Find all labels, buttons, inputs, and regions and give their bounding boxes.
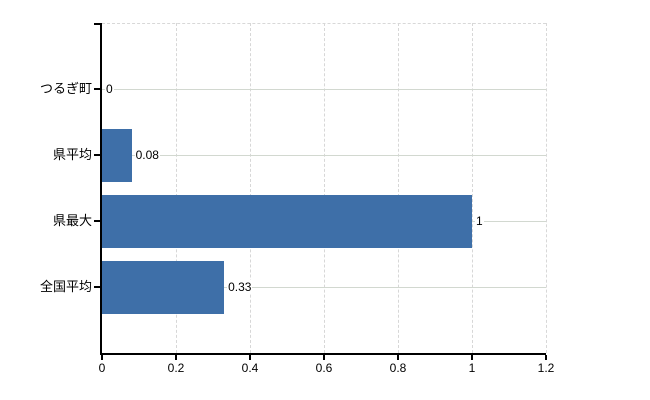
bar-value-label: 1 — [475, 214, 484, 228]
x-axis-tick — [101, 354, 103, 360]
y-axis-tick — [94, 88, 100, 90]
y-axis-line — [100, 23, 102, 353]
x-axis-line — [100, 353, 546, 355]
bar — [102, 194, 472, 248]
y-axis-tick — [94, 286, 100, 288]
x-axis-tick-label: 0.2 — [167, 361, 185, 375]
horizontal-gridline — [102, 88, 546, 90]
vertical-gridline — [324, 23, 325, 353]
vertical-gridline — [176, 23, 177, 353]
x-axis-tick-label: 0 — [98, 361, 106, 375]
x-axis-tick-label: 1 — [468, 361, 476, 375]
x-axis-tick — [323, 354, 325, 360]
y-axis-tick — [94, 23, 100, 25]
x-axis-tick — [471, 354, 473, 360]
y-axis-category-label: 県最大 — [52, 213, 92, 228]
plot-right-border — [546, 23, 547, 353]
y-axis-tick — [94, 220, 100, 222]
vertical-gridline — [250, 23, 251, 353]
x-axis-tick — [397, 354, 399, 360]
bar-value-label: 0.08 — [134, 148, 160, 162]
x-axis-tick-label: 0.4 — [241, 361, 259, 375]
x-axis-tick-label: 1.2 — [537, 361, 555, 375]
x-axis-tick-label: 0.8 — [389, 361, 407, 375]
horizontal-gridline — [102, 154, 546, 156]
y-axis-category-label: 県平均 — [52, 147, 92, 162]
bar-value-label: 0 — [105, 82, 114, 96]
y-axis-tick — [94, 154, 100, 156]
x-axis-tick — [249, 354, 251, 360]
y-axis-category-label: つるぎ町 — [39, 81, 92, 96]
x-axis-tick-label: 0.6 — [315, 361, 333, 375]
horizontal-gridline — [102, 286, 546, 288]
bar — [102, 128, 132, 182]
vertical-gridline — [472, 23, 473, 353]
y-axis-category-label: 全国平均 — [39, 279, 92, 294]
x-axis-tick — [175, 354, 177, 360]
vertical-gridline — [398, 23, 399, 353]
x-axis-tick — [545, 354, 547, 360]
bar — [102, 260, 225, 314]
bar-value-label: 0.33 — [227, 280, 253, 294]
